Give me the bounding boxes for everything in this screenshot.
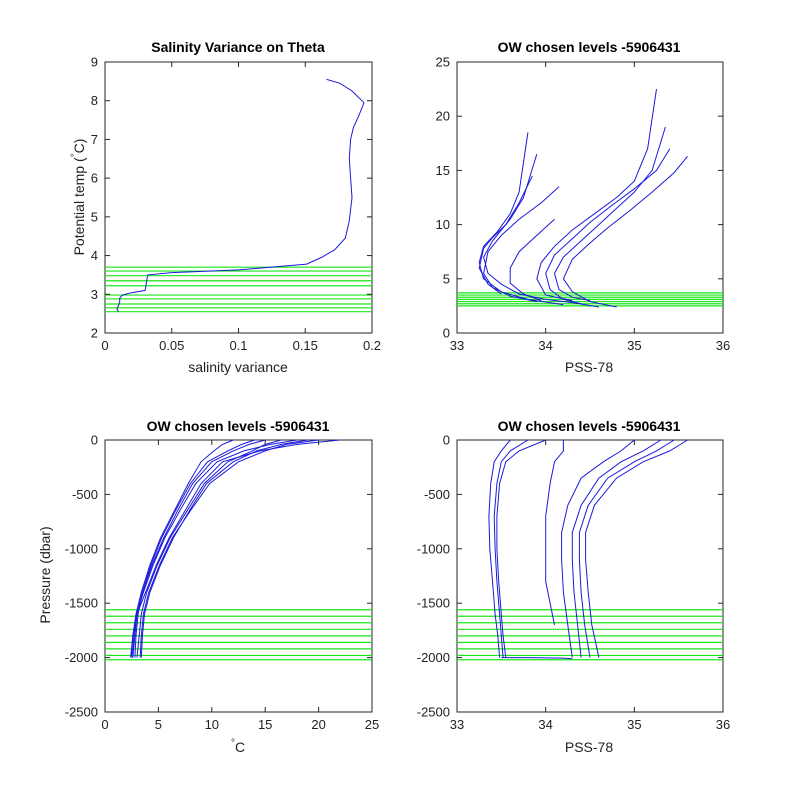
profile-series-line xyxy=(136,439,282,658)
profile-series-line xyxy=(116,78,365,312)
y-tick-label: -500 xyxy=(424,487,450,502)
profile-series-line xyxy=(132,439,255,658)
y-axis-label: Pressure (dbar) xyxy=(37,526,53,623)
profile-series-line xyxy=(478,132,564,306)
ow-pressure-temperature-plot: OW chosen levels -5906431 °C Pressure (d… xyxy=(37,418,379,755)
y-tick-label: -1000 xyxy=(65,541,98,556)
salinity-variance-plot: Salinity Variance on Theta salinity vari… xyxy=(70,39,381,375)
svg-text:°C: °C xyxy=(231,738,245,755)
profile-series-line xyxy=(509,218,555,301)
y-tick-label: 20 xyxy=(436,109,450,124)
x-tick-label: 0 xyxy=(101,717,108,732)
x-tick-label: 0 xyxy=(101,338,108,353)
y-tick-label: 8 xyxy=(91,93,98,108)
x-axis-label: salinity variance xyxy=(188,359,288,375)
profile-series-line xyxy=(131,439,234,658)
y-tick-label: -2000 xyxy=(65,650,98,665)
profile-series-line xyxy=(478,175,533,295)
y-tick-label: 0 xyxy=(91,433,98,448)
x-axis-label: PSS-78 xyxy=(565,739,613,755)
y-tick-label: 4 xyxy=(91,248,98,263)
profile-series-line xyxy=(488,439,511,658)
profile-series-line xyxy=(493,439,529,658)
x-tick-label: 36 xyxy=(716,338,730,353)
y-tick-label: 0 xyxy=(443,433,450,448)
y-tick-label: 2 xyxy=(91,326,98,341)
x-axis-label: °C xyxy=(231,738,245,755)
ow-pressure-salinity-plot: OW chosen levels -5906431 PSS-78 33 34 35 3… xyxy=(417,418,730,755)
axes-box xyxy=(104,439,373,713)
profile-series-line xyxy=(134,439,266,658)
y-tick-label: 5 xyxy=(91,209,98,224)
axes-box xyxy=(456,61,724,334)
x-tick-label: 0.15 xyxy=(293,338,318,353)
profile-series-line xyxy=(483,153,599,308)
profile-series-line xyxy=(545,148,671,305)
x-tick-label: 5 xyxy=(155,717,162,732)
ow-theta-salinity-plot: OW chosen levels -5906431 PSS-78 33 34 35 3… xyxy=(436,39,731,375)
profile-series-line xyxy=(140,439,308,658)
profile-series-line xyxy=(571,439,662,658)
y-tick-label: 9 xyxy=(91,55,98,70)
profile-series-line xyxy=(545,440,564,626)
x-tick-label: 34 xyxy=(538,717,552,732)
profile-series-line xyxy=(578,439,675,658)
plot-title: Salinity Variance on Theta xyxy=(151,39,325,55)
x-tick-label: 0.1 xyxy=(229,338,247,353)
profile-series-line xyxy=(536,89,657,301)
plot-title: OW chosen levels -5906431 xyxy=(147,418,330,434)
profile-series-line xyxy=(585,439,688,658)
profile-series-line xyxy=(483,186,560,303)
y-tick-label: -2500 xyxy=(417,705,450,720)
x-tick-label: 35 xyxy=(627,717,641,732)
y-tick-label: -500 xyxy=(72,487,98,502)
y-tick-label: 10 xyxy=(436,217,450,232)
y-tick-label: 3 xyxy=(91,287,98,302)
x-tick-label: 36 xyxy=(716,717,730,732)
x-tick-label: 15 xyxy=(258,717,272,732)
x-tick-label: 34 xyxy=(538,338,552,353)
profile-series-line xyxy=(561,439,635,658)
y-tick-label: 7 xyxy=(91,132,98,147)
y-tick-label: 5 xyxy=(443,271,450,286)
degree-superscript: ° xyxy=(231,738,235,749)
profile-series-line xyxy=(496,439,546,658)
plot-title: OW chosen levels -5906431 xyxy=(498,39,681,55)
x-axis-label: PSS-78 xyxy=(565,359,613,375)
axes-box xyxy=(104,61,373,334)
x-tick-label: 33 xyxy=(450,717,464,732)
y-axis-label-main: Potential temp ( xyxy=(71,157,87,255)
x-tick-label: 35 xyxy=(627,338,641,353)
y-tick-label: -1000 xyxy=(417,541,450,556)
x-tick-label: 20 xyxy=(311,717,325,732)
y-tick-label: 6 xyxy=(91,171,98,186)
degree-superscript: ° xyxy=(70,153,81,157)
profile-series-line xyxy=(553,126,666,301)
y-tick-label: -1500 xyxy=(65,596,98,611)
y-axis-label-unit: C) xyxy=(71,139,87,154)
y-tick-label: -2500 xyxy=(65,705,98,720)
profile-series-line xyxy=(562,155,688,308)
y-tick-label: -2000 xyxy=(417,650,450,665)
x-tick-label: 33 xyxy=(450,338,464,353)
y-tick-label: -1500 xyxy=(417,596,450,611)
x-tick-label: 0.2 xyxy=(363,338,381,353)
y-tick-label: 25 xyxy=(436,55,450,70)
x-tick-label: 0.05 xyxy=(159,338,184,353)
profile-series-line xyxy=(501,657,573,660)
y-axis-label: Potential temp (°C) xyxy=(70,139,87,256)
axes-box xyxy=(456,439,724,713)
x-tick-label: 25 xyxy=(365,717,379,732)
y-tick-label: 15 xyxy=(436,163,450,178)
y-tick-label: 0 xyxy=(443,326,450,341)
x-axis-label-unit: C xyxy=(235,739,245,755)
plot-title: OW chosen levels -5906431 xyxy=(498,418,681,434)
svg-text:Potential temp (°C): Potential temp (°C) xyxy=(70,139,87,256)
x-tick-label: 10 xyxy=(205,717,219,732)
